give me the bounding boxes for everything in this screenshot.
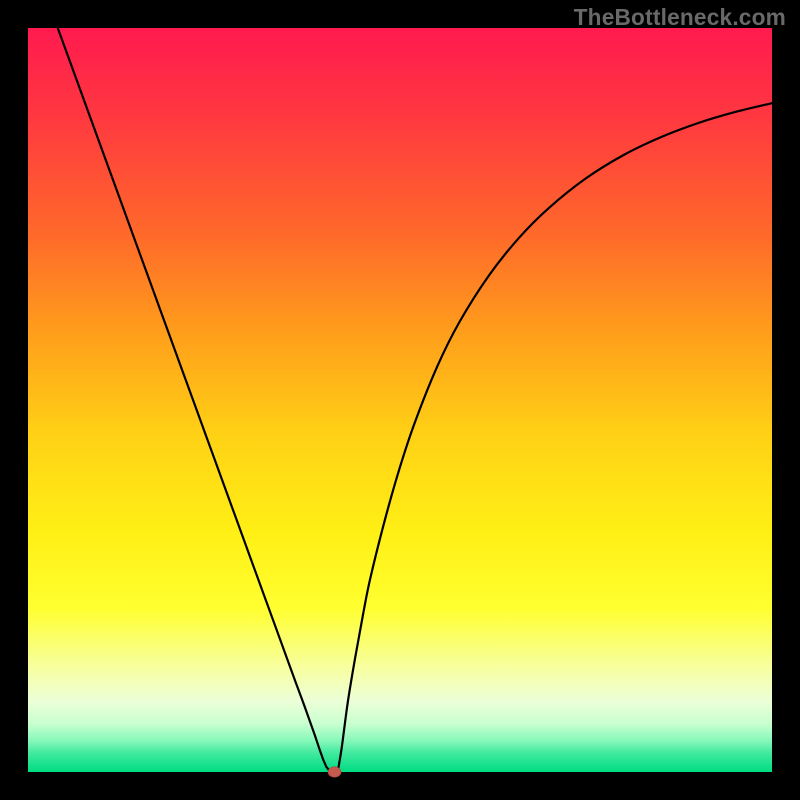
plot-area: [28, 28, 772, 772]
optimal-point-marker: [328, 767, 341, 777]
watermark-text: TheBottleneck.com: [574, 4, 786, 31]
bottleneck-chart: [0, 0, 800, 800]
